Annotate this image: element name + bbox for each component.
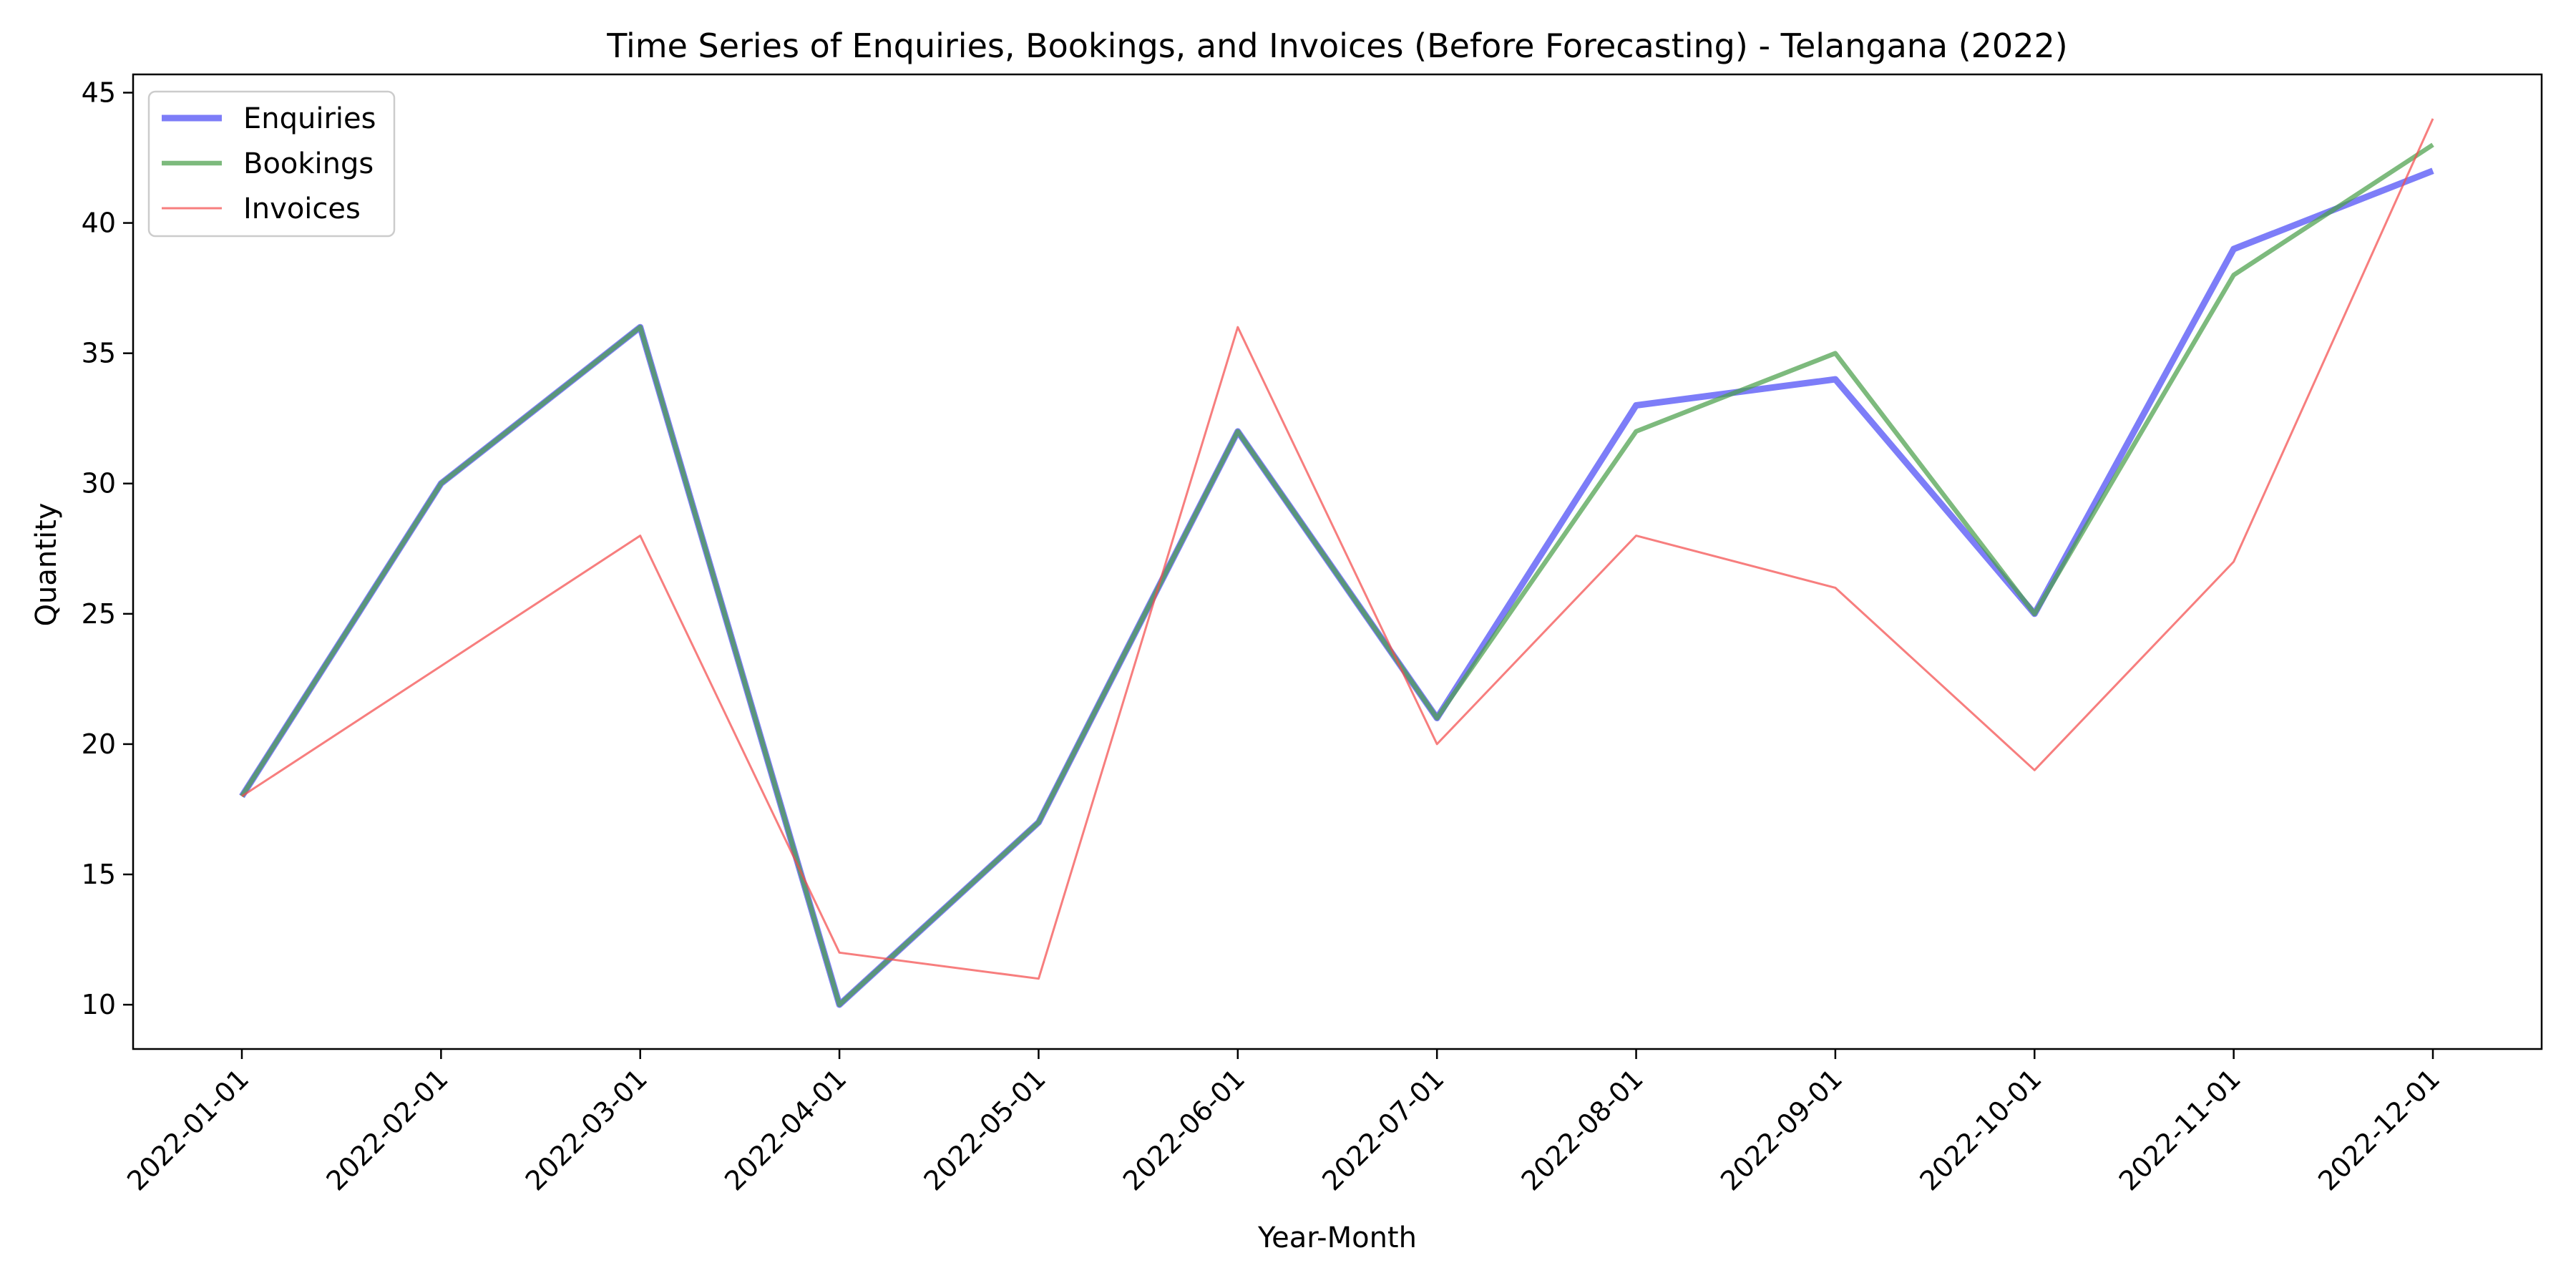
series-line-enquiries	[239, 167, 2434, 1008]
x-tick-label: 2022-03-01	[519, 1063, 653, 1196]
x-axis-ticks: 2022-01-01 2022-02-01 2022-03-01 2022-04-01…	[121, 1049, 2446, 1197]
y-tick-label: 45	[82, 77, 116, 108]
y-tick-label: 35	[82, 338, 116, 369]
x-tick-label: 2022-12-01	[2312, 1063, 2446, 1196]
legend-frame	[147, 90, 396, 238]
y-tick-label: 10	[82, 989, 116, 1020]
chart-title: Time Series of Enquiries, Bookings, and …	[606, 26, 2067, 65]
x-tick-label: 2022-07-01	[1316, 1063, 1450, 1196]
series-layer	[239, 118, 2434, 1008]
series-line-bookings	[240, 142, 2434, 1008]
y-axis-ticks: 10 15 20 25 30 35 40 45	[82, 77, 133, 1020]
x-tick-label: 2022-11-01	[2113, 1063, 2247, 1196]
y-tick-label: 15	[82, 859, 116, 890]
x-tick-label: 2022-08-01	[1516, 1063, 1649, 1196]
y-tick-label: 25	[82, 598, 116, 630]
legend-label: Enquiries	[243, 102, 376, 135]
x-tick-label: 2022-02-01	[320, 1063, 454, 1196]
x-tick-label: 2022-10-01	[1913, 1063, 2047, 1196]
x-tick-label: 2022-05-01	[918, 1063, 1052, 1196]
x-tick-label: 2022-01-01	[121, 1063, 255, 1196]
legend-label: Bookings	[243, 147, 374, 180]
x-tick-label: 2022-04-01	[718, 1063, 852, 1196]
y-tick-label: 20	[82, 728, 116, 760]
x-axis-label: Year-Month	[1257, 1221, 1417, 1254]
plot-area-frame	[132, 73, 2543, 1050]
y-tick-label: 30	[82, 468, 116, 499]
y-tick-label: 40	[82, 208, 116, 239]
legend: Enquiries Bookings Invoices	[147, 90, 396, 238]
legend-label: Invoices	[243, 192, 361, 225]
x-tick-label: 2022-06-01	[1117, 1063, 1251, 1196]
series-line-invoices	[241, 118, 2434, 980]
y-axis-label: Quantity	[30, 503, 63, 627]
x-tick-label: 2022-09-01	[1714, 1063, 1848, 1196]
